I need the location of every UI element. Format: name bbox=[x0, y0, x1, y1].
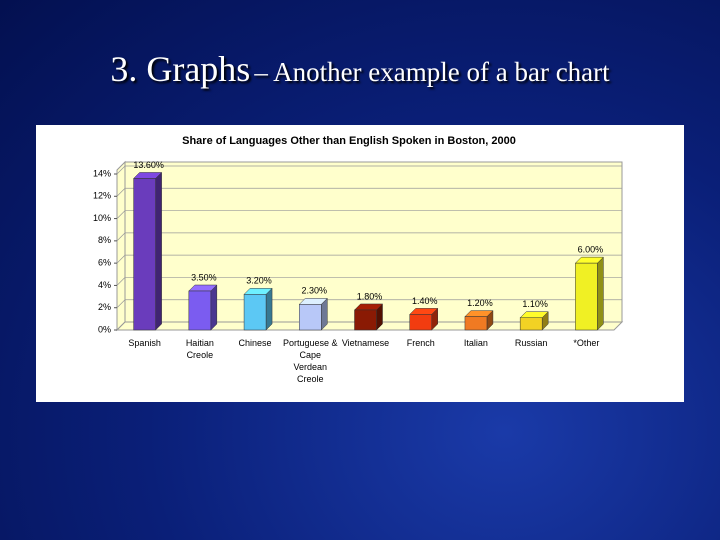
grid-line-side bbox=[116, 321, 126, 331]
value-label: 3.50% bbox=[191, 272, 217, 282]
bar-side bbox=[155, 171, 162, 331]
value-label: 1.40% bbox=[412, 296, 438, 306]
chart: Share of Languages Other than English Sp… bbox=[36, 125, 684, 402]
bar bbox=[519, 317, 543, 331]
plot-side-wall bbox=[116, 160, 126, 332]
x-tick-label: Russian bbox=[514, 338, 548, 348]
grid-line-side bbox=[116, 254, 126, 264]
grid-line-side bbox=[116, 232, 126, 242]
x-tick-label: Chinese bbox=[238, 338, 272, 348]
bar-side bbox=[210, 284, 218, 331]
y-tick-label: 10% bbox=[93, 213, 111, 223]
y-tick-label: 14% bbox=[93, 168, 111, 178]
y-tick-label: 0% bbox=[98, 324, 111, 334]
y-tick-label: 8% bbox=[98, 235, 111, 245]
y-tick-label: 2% bbox=[98, 302, 111, 312]
bar bbox=[299, 304, 322, 331]
x-tick-label: Portuguese & Cape Verdean Creole bbox=[282, 338, 338, 384]
bar-side bbox=[597, 256, 604, 331]
x-tick-label: Haitian Creole bbox=[185, 338, 214, 360]
grid-line-side bbox=[116, 165, 126, 175]
x-tick-label: Vietnamese bbox=[341, 338, 390, 348]
bar-side bbox=[265, 287, 273, 331]
x-tick-label: French bbox=[406, 338, 435, 348]
bar bbox=[188, 290, 212, 331]
value-label: 1.20% bbox=[467, 298, 493, 308]
bar bbox=[133, 178, 156, 331]
value-label: 13.60% bbox=[133, 160, 164, 170]
grid-line-side bbox=[116, 188, 126, 197]
value-label: 6.00% bbox=[578, 245, 604, 255]
value-label: 1.80% bbox=[357, 291, 383, 301]
y-tick-label: 6% bbox=[98, 258, 111, 268]
x-tick-label: Italian bbox=[463, 338, 488, 348]
title-main: 3. Graphs bbox=[110, 49, 251, 89]
grid-line-side bbox=[116, 210, 126, 219]
x-tick-label: Spanish bbox=[128, 338, 161, 348]
slide-title: 3. Graphs – Another example of a bar cha… bbox=[0, 48, 720, 90]
grid-line-side bbox=[116, 299, 126, 308]
grid-line-side bbox=[116, 277, 126, 286]
bar bbox=[464, 316, 488, 331]
bar bbox=[409, 314, 432, 331]
chart-svg: Share of Languages Other than English Sp… bbox=[93, 135, 624, 334]
chart-title: Share of Languages Other than English Sp… bbox=[182, 135, 516, 147]
bar bbox=[575, 262, 598, 331]
x-tick-label: *Other bbox=[573, 338, 600, 348]
bar bbox=[354, 309, 377, 331]
title-rest: – Another example of a bar chart bbox=[254, 57, 610, 87]
value-label: 1.10% bbox=[522, 299, 548, 309]
value-label: 2.30% bbox=[302, 286, 328, 296]
y-tick-label: 4% bbox=[98, 280, 111, 290]
value-label: 3.20% bbox=[246, 276, 272, 286]
y-tick-label: 12% bbox=[93, 191, 111, 201]
bar bbox=[243, 294, 267, 331]
